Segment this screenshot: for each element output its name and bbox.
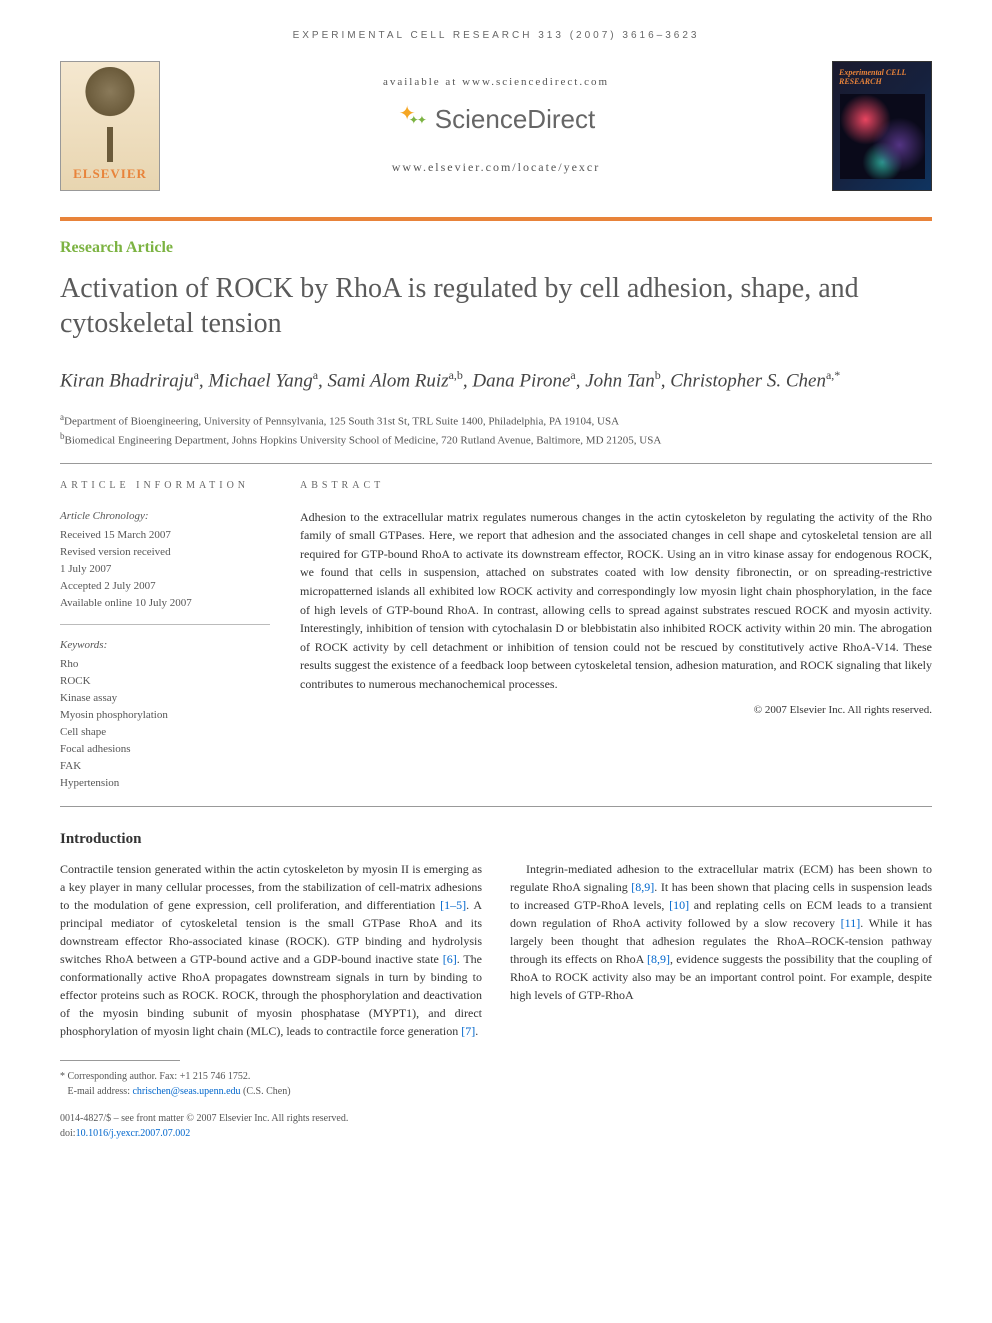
author-aff: a xyxy=(570,368,575,382)
ref-link[interactable]: [8,9] xyxy=(631,880,654,894)
article-type: Research Article xyxy=(60,239,932,257)
author: Dana Pirone xyxy=(472,370,570,391)
affiliation-a: aDepartment of Bioengineering, Universit… xyxy=(60,411,932,430)
corresponding-author-note: * Corresponding author. Fax: +1 215 746 … xyxy=(60,1069,932,1084)
sciencedirect-wordmark: ScienceDirect xyxy=(435,104,595,135)
keyword: Myosin phosphorylation xyxy=(60,707,270,724)
abstract-text: Adhesion to the extracellular matrix reg… xyxy=(300,508,932,694)
keyword: FAK xyxy=(60,758,270,775)
abstract-column: ABSTRACT Adhesion to the extracellular m… xyxy=(300,478,932,792)
author-aff: a,b xyxy=(449,368,463,382)
article-info-head: ARTICLE INFORMATION xyxy=(60,478,270,494)
elsevier-wordmark: ELSEVIER xyxy=(61,166,159,182)
author-aff: a,* xyxy=(826,368,840,382)
divider xyxy=(60,806,932,807)
author: John Tan xyxy=(585,370,655,391)
author: Kiran Bhadriraju xyxy=(60,370,194,391)
affiliation-b: bBiomedical Engineering Department, John… xyxy=(60,430,932,449)
intro-paragraph: Contractile tension generated within the… xyxy=(60,860,482,1040)
keyword: Hypertension xyxy=(60,775,270,792)
email-link[interactable]: chrischen@seas.upenn.edu xyxy=(132,1086,240,1097)
author-aff: a xyxy=(194,368,199,382)
ref-link[interactable]: [1–5] xyxy=(440,898,466,912)
revised-date: 1 July 2007 xyxy=(60,561,270,578)
abstract-copyright: © 2007 Elsevier Inc. All rights reserved… xyxy=(300,702,932,719)
elsevier-logo: ELSEVIER xyxy=(60,61,160,191)
keyword: Rho xyxy=(60,656,270,673)
elsevier-tree-icon xyxy=(70,67,150,162)
divider xyxy=(60,463,932,464)
received-date: Received 15 March 2007 xyxy=(60,527,270,544)
chronology-label: Article Chronology: xyxy=(60,508,270,525)
revised-label: Revised version received xyxy=(60,544,270,561)
intro-paragraph: Integrin-mediated adhesion to the extrac… xyxy=(510,860,932,1004)
journal-header: ELSEVIER available at www.sciencedirect.… xyxy=(60,61,932,221)
ref-link[interactable]: [6] xyxy=(443,952,457,966)
footnote-separator xyxy=(60,1060,180,1061)
ref-link[interactable]: [7] xyxy=(461,1024,475,1038)
footnotes: * Corresponding author. Fax: +1 215 746 … xyxy=(60,1069,932,1099)
author: Sami Alom Ruiz xyxy=(328,370,449,391)
author: Christopher S. Chen xyxy=(670,370,826,391)
available-at-text: available at www.sciencedirect.com xyxy=(60,76,932,88)
keywords-list: Rho ROCK Kinase assay Myosin phosphoryla… xyxy=(60,656,270,792)
ref-link[interactable]: [10] xyxy=(669,898,689,912)
journal-cover-image xyxy=(840,94,925,179)
body-two-column: Contractile tension generated within the… xyxy=(60,860,932,1040)
online-date: Available online 10 July 2007 xyxy=(60,595,270,612)
authors-line: Kiran Bhadrirajua, Michael Yanga, Sami A… xyxy=(60,367,932,395)
journal-url[interactable]: www.elsevier.com/locate/yexcr xyxy=(60,160,932,175)
author-aff: b xyxy=(655,368,661,382)
author: Michael Yang xyxy=(208,370,312,391)
doi-link[interactable]: 10.1016/j.yexcr.2007.07.002 xyxy=(76,1128,191,1139)
info-divider xyxy=(60,624,270,625)
article-info-column: ARTICLE INFORMATION Article Chronology: … xyxy=(60,478,270,792)
doi-line: doi:10.1016/j.yexcr.2007.07.002 xyxy=(60,1126,932,1141)
running-head: EXPERIMENTAL CELL RESEARCH 313 (2007) 36… xyxy=(60,30,932,41)
keyword: Cell shape xyxy=(60,724,270,741)
ref-link[interactable]: [8,9] xyxy=(647,952,670,966)
front-matter-line: 0014-4827/$ – see front matter © 2007 El… xyxy=(60,1111,932,1126)
sciencedirect-burst-icon xyxy=(397,103,429,135)
keywords-label: Keywords: xyxy=(60,637,270,654)
author-aff: a xyxy=(313,368,318,382)
email-line: E-mail address: chrischen@seas.upenn.edu… xyxy=(60,1084,932,1099)
ref-link[interactable]: [11] xyxy=(841,916,861,930)
accepted-date: Accepted 2 July 2007 xyxy=(60,578,270,595)
abstract-head: ABSTRACT xyxy=(300,478,932,494)
keyword: Kinase assay xyxy=(60,690,270,707)
journal-cover-thumbnail: Experimental CELL RESEARCH xyxy=(832,61,932,191)
keyword: Focal adhesions xyxy=(60,741,270,758)
sciencedirect-logo[interactable]: ScienceDirect xyxy=(397,103,595,135)
journal-cover-title: Experimental CELL RESEARCH xyxy=(833,62,931,92)
header-center: available at www.sciencedirect.com Scien… xyxy=(60,61,932,175)
section-heading-introduction: Introduction xyxy=(60,831,932,848)
affiliations: aDepartment of Bioengineering, Universit… xyxy=(60,411,932,449)
doi-block: 0014-4827/$ – see front matter © 2007 El… xyxy=(60,1111,932,1141)
article-title: Activation of ROCK by RhoA is regulated … xyxy=(60,271,932,341)
keyword: ROCK xyxy=(60,673,270,690)
